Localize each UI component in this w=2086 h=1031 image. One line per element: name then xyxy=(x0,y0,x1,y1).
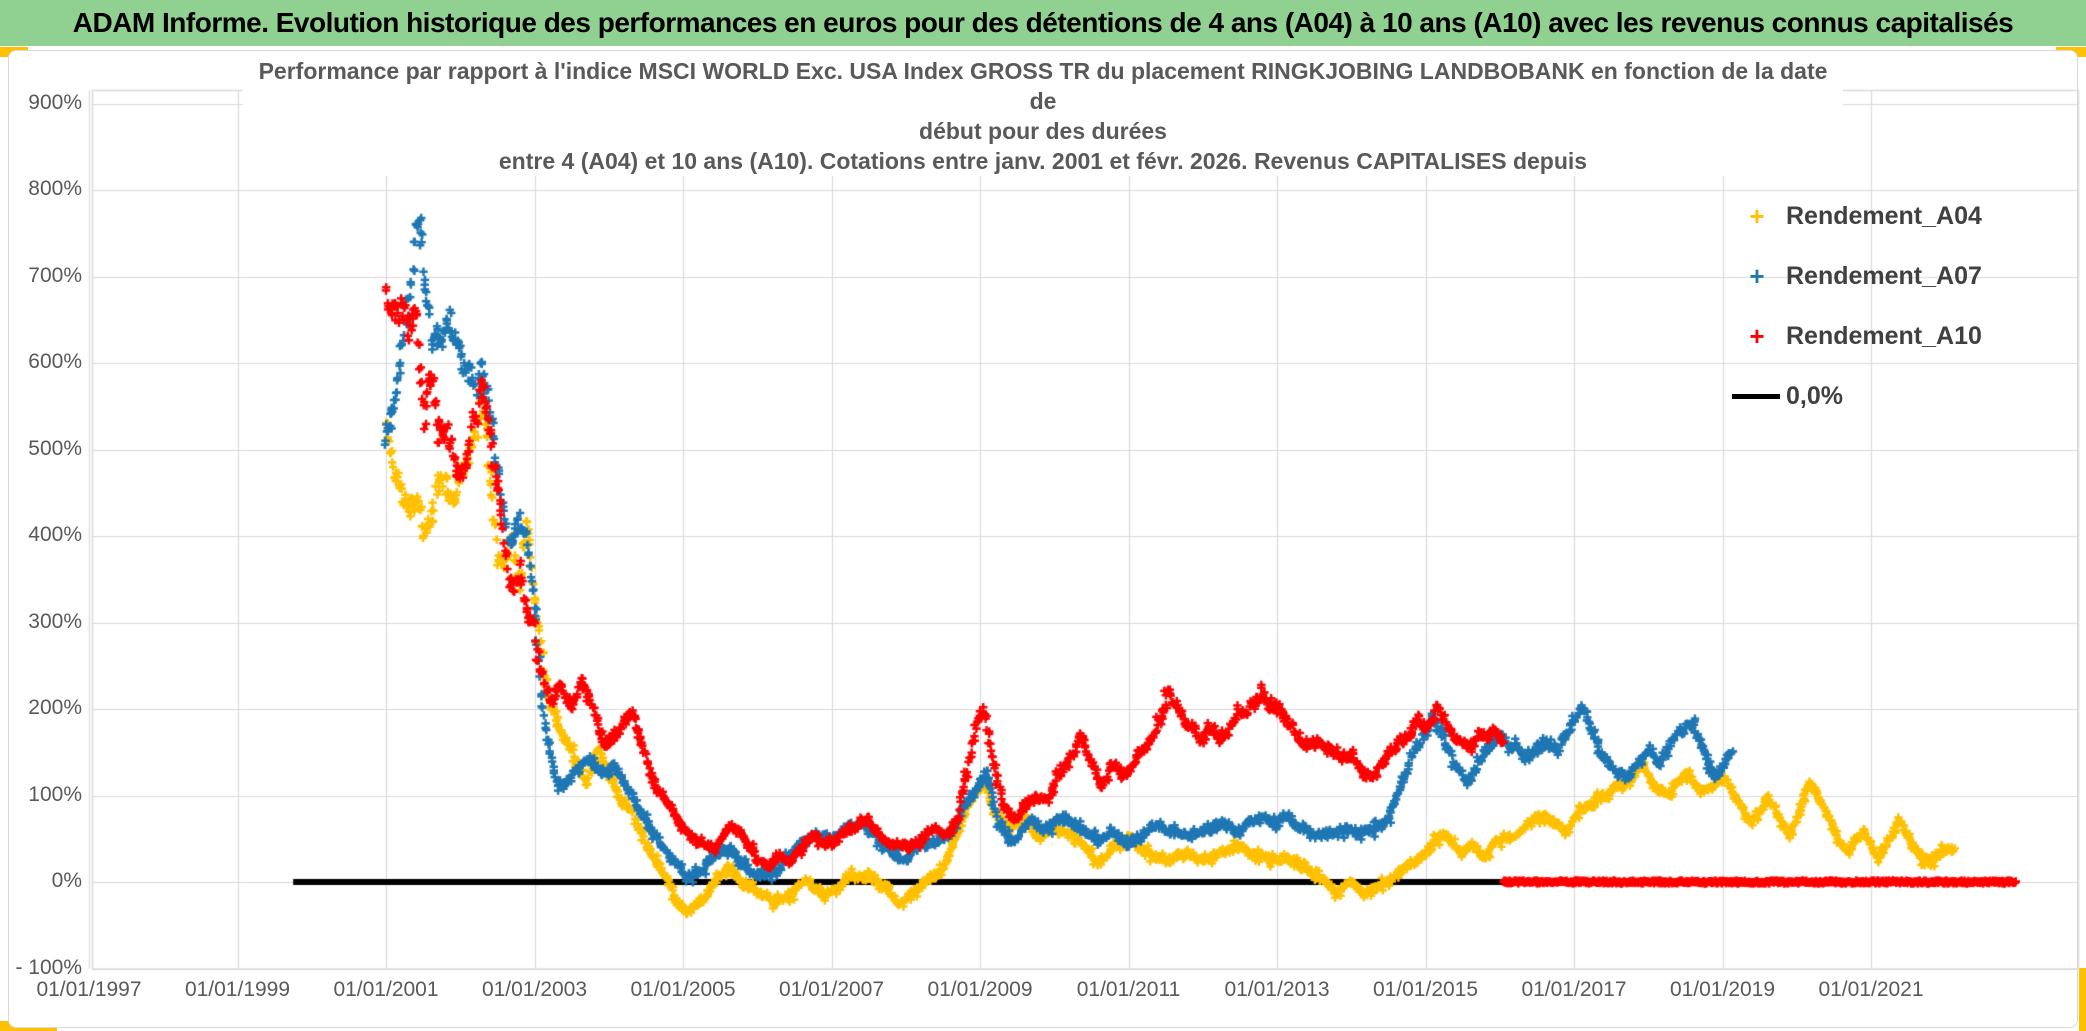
y-axis-tick-label: 600% xyxy=(28,350,82,373)
y-axis-tick-label: 100% xyxy=(28,782,82,806)
y-axis-tick-label: 300% xyxy=(28,609,82,633)
legend-label: Rendement_A04 xyxy=(1786,201,1982,230)
x-axis-tick-label: 01/01/2005 xyxy=(630,978,736,1001)
x-axis-tick-label: 01/01/2003 xyxy=(481,978,588,1001)
x-axis-tick-label: 01/01/2015 xyxy=(1372,978,1479,1001)
x-axis-tick-label: 01/01/2007 xyxy=(778,978,885,1001)
x-axis-tick-label: 01/01/2011 xyxy=(1076,978,1181,1001)
legend-item-rendement-a07: + Rendement_A07 xyxy=(1728,246,1982,306)
legend-item-rendement-a04: + Rendement_A04 xyxy=(1728,186,1982,246)
y-axis-tick-label: - 100% xyxy=(15,955,82,979)
x-axis-tick-label: 01/01/1997 xyxy=(36,978,142,1001)
legend-label: Rendement_A07 xyxy=(1786,261,1982,290)
plus-marker-icon: + xyxy=(1749,201,1765,231)
x-axis-tick-label: 01/01/2009 xyxy=(927,978,1033,1001)
x-axis-tick-label: 01/01/2013 xyxy=(1224,978,1330,1001)
plus-marker-icon: + xyxy=(1749,321,1765,351)
x-axis-tick-label: 01/01/2019 xyxy=(1669,978,1776,1001)
legend-item-zero-line: 0,0% xyxy=(1728,366,1982,426)
x-axis-tick-label: 01/01/2021 xyxy=(1818,978,1924,1001)
x-axis-tick-label: 01/01/2017 xyxy=(1521,978,1627,1001)
legend-label: Rendement_A10 xyxy=(1786,321,1982,350)
y-axis-tick-label: 500% xyxy=(28,436,82,460)
x-axis-tick-label: 01/01/1999 xyxy=(184,978,291,1001)
y-axis-tick-label: 200% xyxy=(28,696,82,719)
y-axis-tick-label: 700% xyxy=(28,263,82,287)
y-axis-tick-label: 400% xyxy=(28,523,82,546)
plus-marker-icon: + xyxy=(1749,261,1765,291)
zero-line-sample-icon xyxy=(1732,393,1780,399)
y-axis-tick-label: 800% xyxy=(28,177,82,200)
chart-legend: + Rendement_A04 + Rendement_A07 + Rendem… xyxy=(1728,186,1982,426)
chart-title: Performance par rapport à l'indice MSCI … xyxy=(243,56,1843,176)
legend-item-rendement-a10: + Rendement_A10 xyxy=(1728,306,1982,366)
y-axis-tick-label: 900% xyxy=(28,90,82,114)
x-axis-tick-label: 01/01/2001 xyxy=(333,978,439,1001)
y-axis-tick-label: 0% xyxy=(51,869,82,892)
legend-label: 0,0% xyxy=(1786,381,1843,410)
